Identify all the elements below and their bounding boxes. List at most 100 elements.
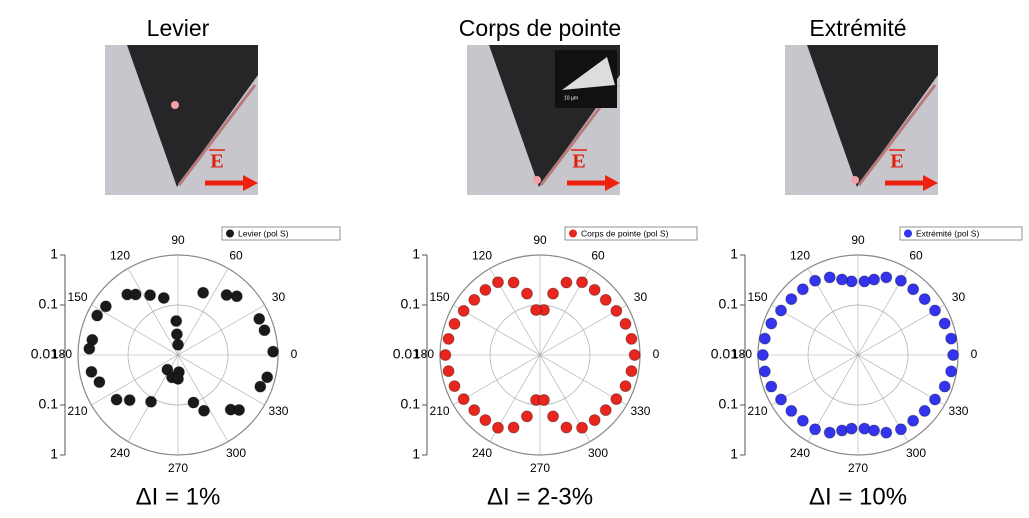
point [547,410,560,423]
r-tick-label: 0.1 [39,296,59,312]
point [945,332,958,345]
point [220,289,233,302]
r-tick-label: 0.1 [39,396,59,412]
angle-label: 120 [472,248,492,262]
point [457,304,470,317]
spoke [857,304,945,356]
point [628,349,641,361]
point [560,421,573,434]
point [610,393,623,406]
point [918,404,931,417]
annotation: ΔI = 10% [809,483,907,510]
legend-label: Levier (pol S) [238,228,289,238]
r-tick-label: 1 [730,446,738,462]
point [457,393,470,406]
point [144,289,157,302]
r-tick-label: 1 [730,246,738,262]
angle-label: 30 [272,290,286,304]
point [619,317,632,330]
point [907,414,920,427]
point [507,276,520,289]
legend-marker [569,229,577,238]
point [520,410,533,423]
angle-label: 180 [414,347,434,361]
point [261,371,274,384]
point [880,426,893,439]
point [491,276,504,289]
angle-label: 30 [634,290,648,304]
point [530,304,543,317]
angle-label: 30 [952,290,966,304]
point [123,394,136,407]
spoke [177,268,229,356]
point [894,274,907,287]
angle-label: 210 [748,404,768,418]
point [479,414,492,427]
photo-edge [177,84,257,186]
point [537,393,550,406]
angle-label: 270 [168,461,188,475]
r-tick-label: 0.1 [401,396,421,412]
point [758,332,771,345]
point [756,349,769,361]
e-arrow-head [243,175,258,191]
legend-box [221,226,341,241]
legend-box [899,226,1023,241]
point [187,396,200,409]
angle-label: 150 [68,290,88,304]
point [785,293,798,306]
angle-label: 0 [971,347,978,361]
angle-label: 270 [530,461,550,475]
r-tick-label: 1 [50,446,58,462]
point [254,380,267,393]
angle-label: 60 [591,248,605,262]
photo-tip [807,45,938,187]
photo-spot [533,176,541,184]
photo-edge [857,84,937,186]
point [576,276,589,289]
point [258,324,271,337]
point [172,372,184,385]
angle-label: 150 [430,290,450,304]
angle-label: 300 [588,446,608,460]
spoke [771,304,859,356]
point [145,395,158,408]
point [230,290,243,303]
angle-label: 330 [948,404,968,418]
panel-title: Levier [147,15,210,41]
point [945,365,958,378]
angle-label: 90 [533,233,547,247]
r-tick-label: 1 [412,246,420,262]
e-label: E [210,151,223,173]
point [809,423,822,436]
point [233,403,246,416]
point [468,404,481,417]
angle-label: 240 [790,446,810,460]
angle-label: 0 [291,347,298,361]
angle-label: 270 [848,461,868,475]
annotation: ΔI = 1% [136,483,221,510]
angle-label: 90 [851,233,865,247]
spoke [177,354,265,406]
point [198,404,211,417]
e-arrow-head [605,175,620,191]
panel-title: Corps de pointe [459,15,621,41]
point [253,312,266,325]
point [110,393,123,406]
point [267,345,280,358]
point [796,283,809,296]
point [547,287,560,300]
point [823,426,836,439]
angle-label: 210 [430,404,450,418]
angle-label: 330 [630,404,650,418]
r-tick-label: 0.1 [719,296,739,312]
point [588,414,601,427]
spoke [177,354,229,442]
photo-spot [851,176,859,184]
legend-box [564,226,698,241]
point [947,349,960,361]
point [845,422,858,435]
point [858,275,871,288]
angle-label: 150 [748,290,768,304]
spoke [91,354,179,406]
